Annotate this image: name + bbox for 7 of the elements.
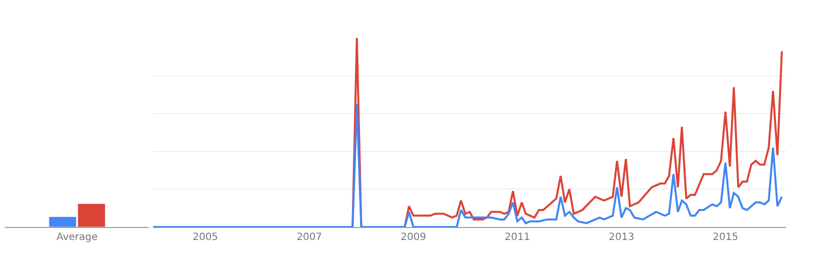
x-tick-label: Average <box>56 232 98 243</box>
x-tick-label: 2009 <box>400 232 426 243</box>
x-tick-label: 2011 <box>504 232 530 243</box>
x-tick-label: 2007 <box>296 232 322 243</box>
x-tick-label: 2013 <box>608 232 634 243</box>
x-tick-label: 2005 <box>192 232 218 243</box>
x-tick-label: 2015 <box>712 232 738 243</box>
